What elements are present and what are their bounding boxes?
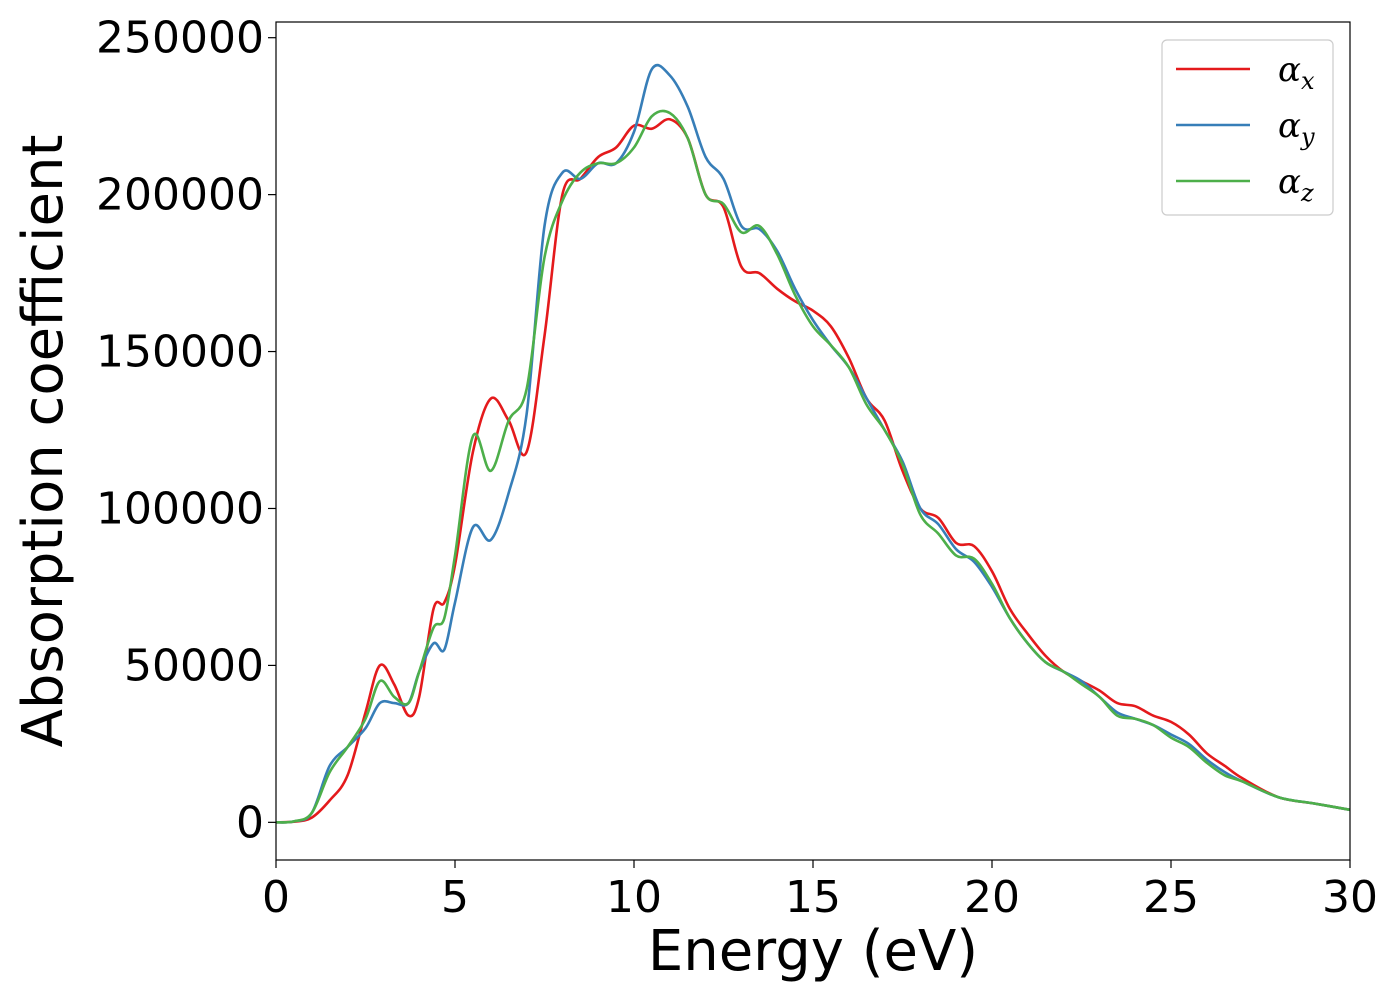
y-tick-label: 150000: [96, 327, 264, 378]
x-tick-label: 0: [262, 872, 290, 923]
x-tick-label: 25: [1143, 872, 1199, 923]
legend: αx αy αz: [1161, 39, 1334, 216]
legend-label-x: αx: [1278, 50, 1315, 95]
x-axis-ticks: 0 5 10 15 20 25 30: [262, 860, 1378, 923]
y-tick-label: 50000: [124, 640, 264, 691]
legend-label-y: αy: [1278, 106, 1315, 151]
legend-box: [1161, 39, 1334, 216]
y-tick-label: 0: [236, 797, 264, 848]
y-axis-ticks: 0 50000 100000 150000 200000 250000: [96, 13, 276, 848]
x-tick-label: 10: [606, 872, 662, 923]
x-tick-label: 20: [964, 872, 1020, 923]
series-lines: [275, 63, 1351, 824]
x-tick-label: 15: [785, 872, 841, 923]
legend-label-z: αz: [1278, 162, 1314, 207]
x-tick-label: 30: [1322, 872, 1378, 923]
x-axis-label: Energy (eV): [648, 919, 978, 984]
series-line-z: [275, 109, 1351, 824]
y-tick-label: 250000: [96, 13, 264, 64]
y-axis-label: Absorption coefficient: [11, 135, 76, 748]
y-tick-label: 100000: [96, 483, 264, 534]
x-tick-label: 5: [441, 872, 469, 923]
series-line-y: [275, 63, 1351, 824]
series-line-x: [275, 117, 1351, 824]
y-tick-label: 200000: [96, 170, 264, 221]
